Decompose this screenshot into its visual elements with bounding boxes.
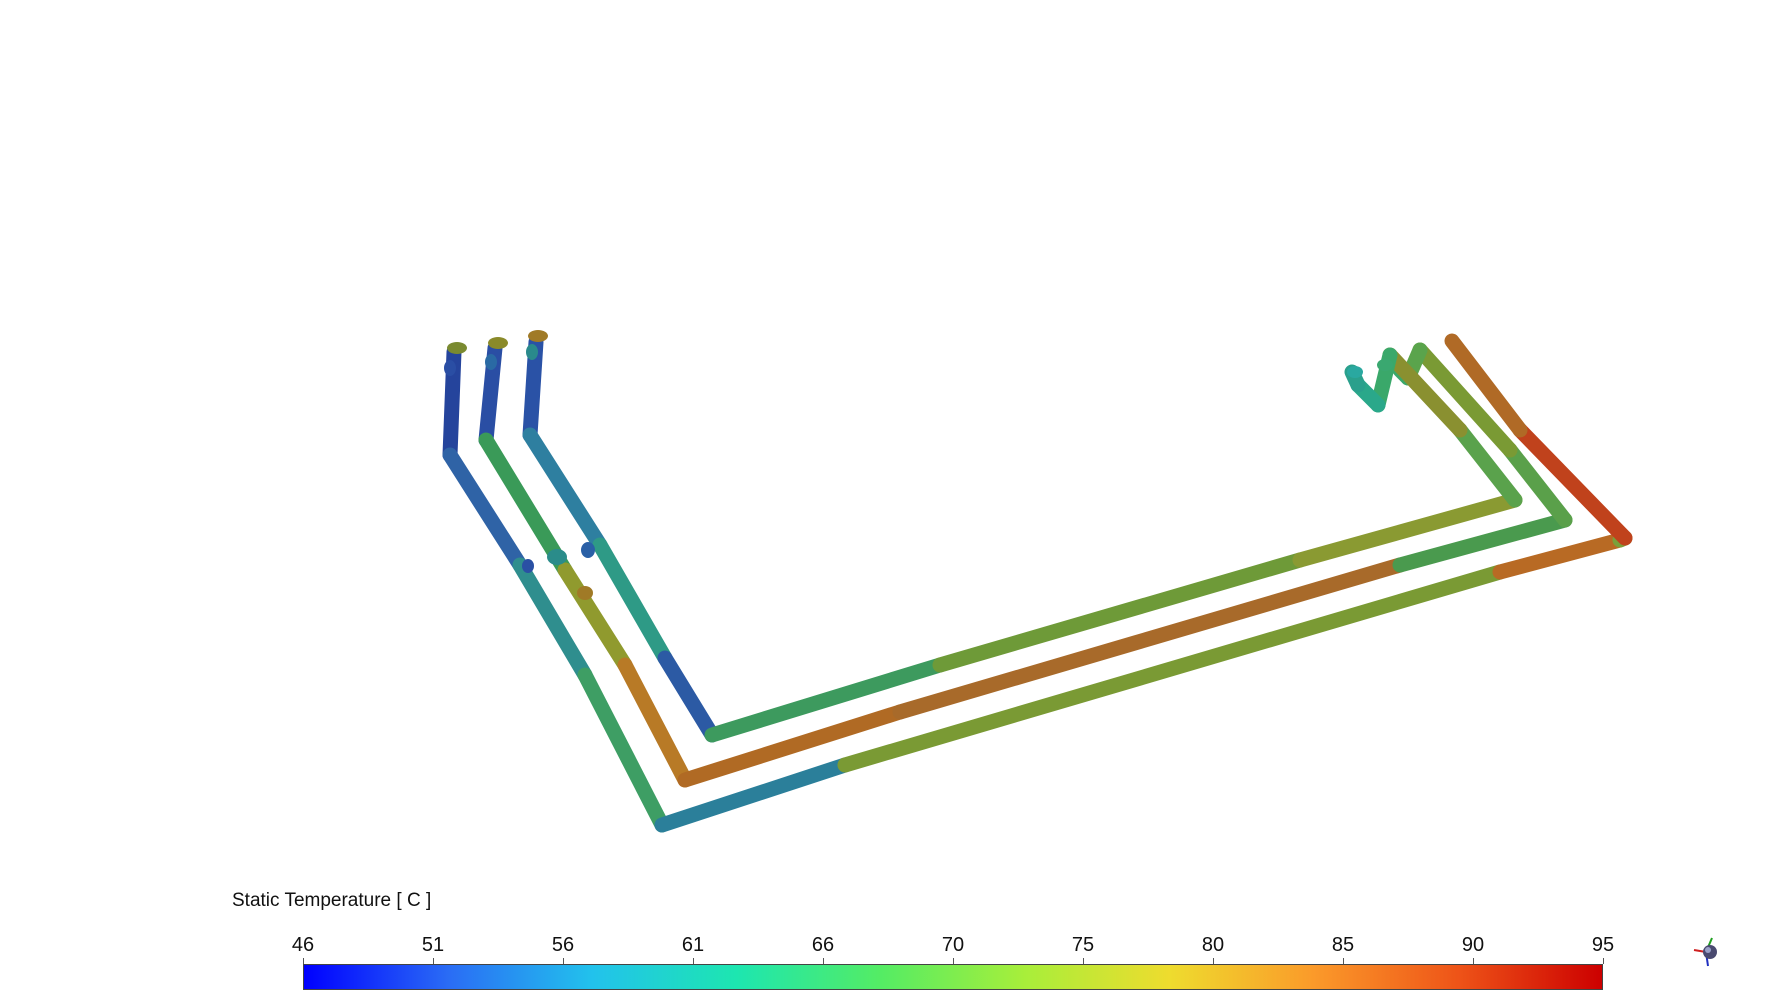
pipe-1[interactable]	[442, 333, 1633, 833]
axis-triad-icon[interactable]	[1686, 930, 1730, 974]
colorbar	[303, 964, 1603, 990]
pipe-junctions	[522, 359, 1393, 600]
legend-title: Static Temperature [ C ]	[232, 890, 432, 911]
pipe-inlets	[444, 330, 548, 376]
